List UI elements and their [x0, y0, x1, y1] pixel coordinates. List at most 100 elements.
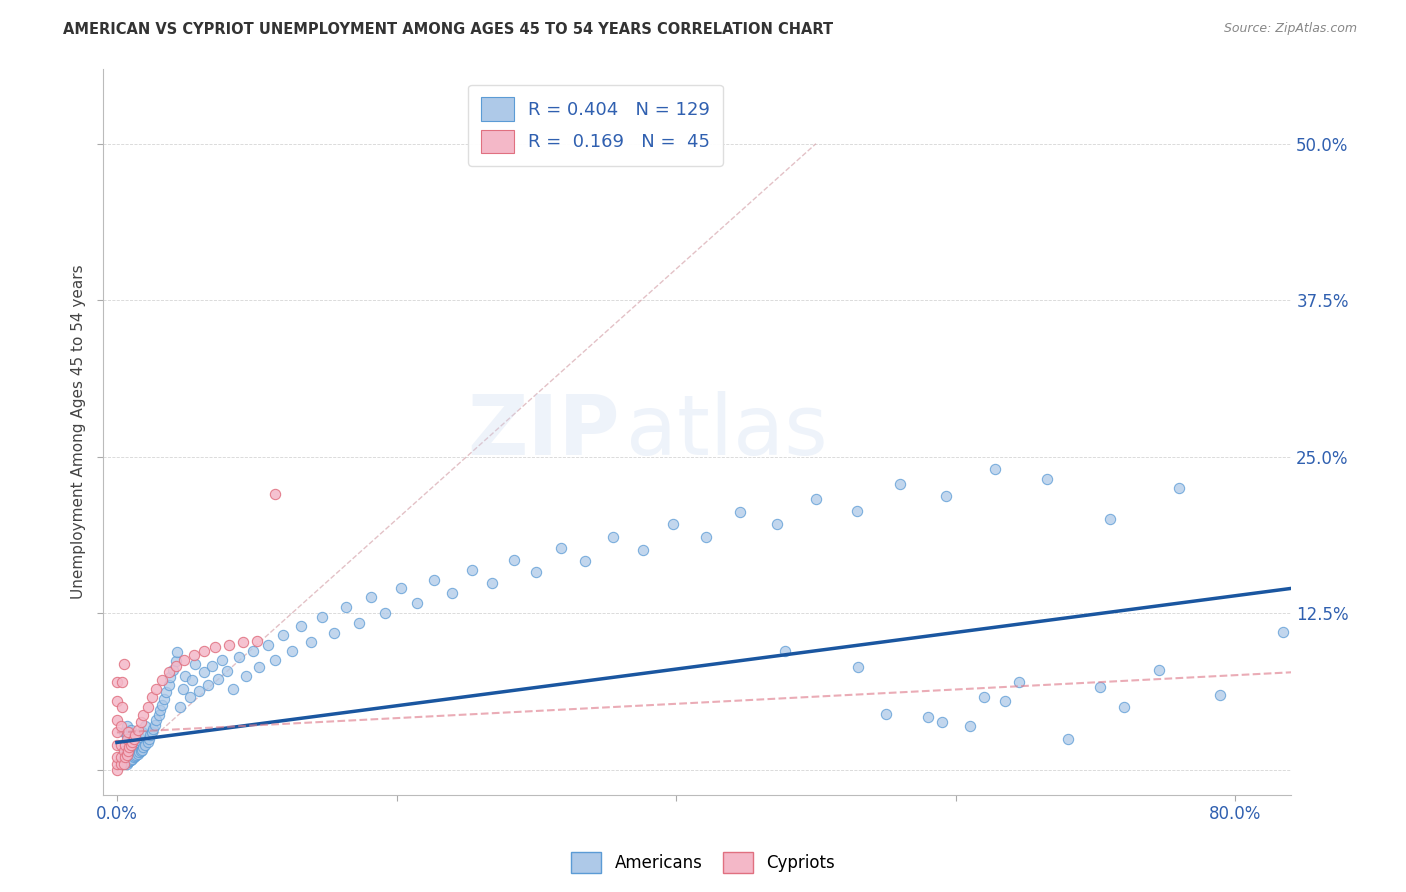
Point — [136, 735, 159, 749]
Point — [290, 619, 312, 633]
Point — [136, 700, 159, 714]
Point — [165, 659, 187, 673]
Point — [889, 477, 911, 491]
Point — [155, 685, 177, 699]
Point — [235, 669, 257, 683]
Point — [141, 690, 163, 705]
Point — [173, 653, 195, 667]
Point — [122, 731, 145, 746]
Point — [188, 684, 211, 698]
Point — [1112, 700, 1135, 714]
Point — [142, 722, 165, 736]
Point — [271, 628, 294, 642]
Point — [172, 681, 194, 696]
Point — [184, 657, 207, 671]
Point — [122, 750, 145, 764]
Point — [134, 738, 156, 752]
Point — [204, 640, 226, 655]
Point — [131, 743, 153, 757]
Legend: R = 0.404   N = 129, R =  0.169   N =  45: R = 0.404 N = 129, R = 0.169 N = 45 — [468, 85, 723, 166]
Point — [122, 728, 145, 742]
Point — [280, 644, 302, 658]
Point — [120, 753, 142, 767]
Point — [804, 492, 827, 507]
Point — [257, 638, 280, 652]
Point — [105, 756, 128, 771]
Point — [264, 653, 287, 667]
Point — [117, 731, 139, 746]
Point — [1168, 481, 1191, 495]
Point — [105, 694, 128, 708]
Point — [1035, 472, 1057, 486]
Point — [157, 678, 180, 692]
Point — [127, 747, 149, 761]
Point — [1209, 688, 1232, 702]
Point — [115, 731, 138, 746]
Point — [347, 616, 370, 631]
Point — [159, 670, 181, 684]
Point — [143, 718, 166, 732]
Point — [193, 665, 215, 680]
Point — [935, 489, 957, 503]
Point — [112, 725, 135, 739]
Point — [112, 756, 135, 771]
Point — [222, 681, 245, 696]
Point — [166, 645, 188, 659]
Point — [120, 738, 142, 752]
Point — [118, 725, 141, 739]
Text: ZIP: ZIP — [467, 392, 620, 472]
Point — [128, 731, 150, 745]
Point — [115, 753, 138, 767]
Point — [1056, 731, 1078, 746]
Point — [127, 723, 149, 737]
Point — [148, 707, 170, 722]
Point — [1098, 512, 1121, 526]
Point — [112, 657, 135, 671]
Point — [183, 648, 205, 662]
Point — [181, 673, 204, 687]
Point — [550, 541, 572, 556]
Point — [112, 756, 135, 771]
Point — [105, 725, 128, 739]
Point — [461, 563, 484, 577]
Point — [179, 690, 201, 705]
Point — [322, 626, 344, 640]
Point — [374, 607, 396, 621]
Point — [984, 462, 1007, 476]
Point — [481, 576, 503, 591]
Point — [389, 582, 412, 596]
Point — [574, 554, 596, 568]
Point — [1147, 663, 1170, 677]
Point — [145, 713, 167, 727]
Point — [110, 756, 132, 771]
Point — [959, 719, 981, 733]
Point — [111, 675, 134, 690]
Point — [145, 681, 167, 696]
Point — [150, 673, 173, 687]
Point — [112, 744, 135, 758]
Point — [125, 747, 148, 762]
Text: AMERICAN VS CYPRIOT UNEMPLOYMENT AMONG AGES 45 TO 54 YEARS CORRELATION CHART: AMERICAN VS CYPRIOT UNEMPLOYMENT AMONG A… — [63, 22, 834, 37]
Point — [197, 678, 219, 692]
Point — [124, 749, 146, 764]
Point — [112, 738, 135, 752]
Point — [118, 740, 141, 755]
Point — [110, 738, 132, 752]
Point — [232, 635, 254, 649]
Point — [105, 675, 128, 690]
Point — [111, 700, 134, 714]
Point — [105, 750, 128, 764]
Point — [242, 644, 264, 658]
Point — [441, 586, 464, 600]
Point — [1008, 675, 1031, 690]
Point — [122, 740, 145, 755]
Point — [139, 728, 162, 742]
Point — [132, 707, 155, 722]
Point — [335, 600, 357, 615]
Point — [1088, 681, 1111, 695]
Point — [973, 690, 995, 705]
Point — [114, 738, 136, 752]
Point — [149, 703, 172, 717]
Point — [201, 659, 224, 673]
Point — [765, 517, 787, 532]
